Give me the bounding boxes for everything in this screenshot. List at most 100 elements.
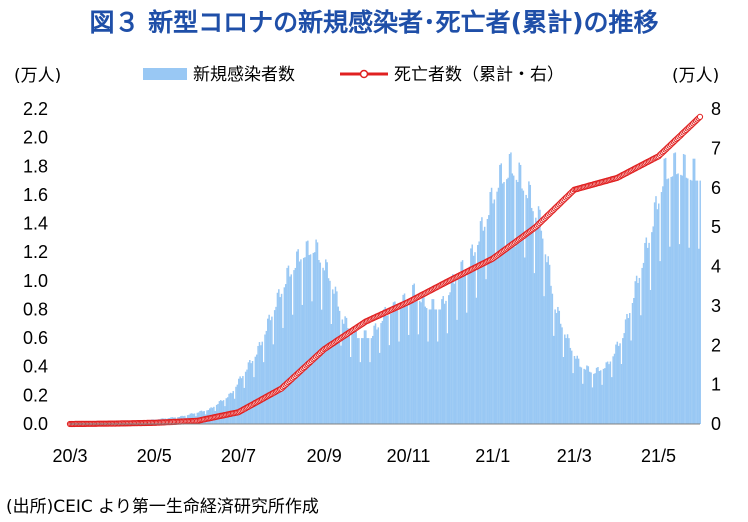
daily-case-bar bbox=[483, 226, 486, 424]
daily-case-bar bbox=[541, 238, 544, 424]
daily-case-bar bbox=[493, 199, 496, 424]
daily-case-bar bbox=[667, 178, 670, 424]
daily-case-bar bbox=[456, 319, 458, 424]
x-tick-label: 20/9 bbox=[307, 446, 342, 466]
daily-case-bar bbox=[365, 330, 367, 424]
daily-case-bar bbox=[378, 352, 381, 424]
daily-case-bar bbox=[453, 283, 456, 424]
daily-case-bar bbox=[254, 356, 257, 424]
daily-case-bar bbox=[635, 275, 638, 424]
daily-case-bar bbox=[689, 179, 692, 424]
daily-case-bar bbox=[489, 192, 491, 424]
daily-case-bar bbox=[659, 261, 661, 424]
left-tick-label: 0.4 bbox=[23, 357, 48, 377]
daily-case-bar bbox=[670, 177, 672, 424]
daily-case-bar bbox=[544, 254, 547, 424]
daily-case-bar bbox=[616, 341, 619, 424]
daily-case-bar bbox=[436, 341, 439, 424]
daily-case-bar bbox=[221, 401, 223, 424]
daily-case-bar bbox=[226, 397, 229, 424]
daily-case-bar bbox=[474, 252, 476, 424]
daily-case-bar bbox=[304, 257, 306, 424]
daily-case-bar bbox=[450, 277, 453, 424]
daily-case-bar bbox=[430, 309, 432, 424]
daily-case-bar bbox=[675, 174, 678, 424]
daily-case-bar bbox=[486, 218, 489, 424]
daily-case-bar bbox=[601, 384, 603, 424]
daily-case-bar bbox=[307, 240, 309, 424]
daily-case-bar bbox=[235, 386, 237, 424]
daily-case-bar bbox=[698, 248, 700, 424]
right-axis-ticks: 0 1 2 3 4 5 6 7 8 bbox=[711, 99, 721, 434]
daily-case-bar bbox=[606, 361, 609, 424]
daily-case-bar bbox=[293, 270, 295, 424]
daily-case-bar bbox=[284, 284, 287, 424]
daily-case-bar bbox=[330, 324, 333, 424]
x-tick-label: 20/7 bbox=[221, 446, 256, 466]
daily-case-bar bbox=[576, 355, 578, 424]
legend-label-bars: 新規感染者数 bbox=[193, 65, 295, 85]
daily-case-bar bbox=[384, 306, 386, 424]
daily-case-bar bbox=[638, 277, 641, 424]
daily-case-bar bbox=[232, 391, 234, 424]
daily-case-bar bbox=[497, 187, 500, 424]
daily-case-bar bbox=[340, 345, 342, 424]
daily-case-bar bbox=[523, 257, 526, 424]
bars-layer bbox=[70, 152, 701, 425]
x-tick-label: 21/3 bbox=[557, 446, 592, 466]
daily-case-bar bbox=[648, 242, 650, 424]
daily-case-bar bbox=[349, 356, 352, 424]
daily-case-bar bbox=[604, 368, 606, 424]
daily-case-bar bbox=[459, 276, 461, 424]
daily-case-bar bbox=[546, 262, 548, 424]
daily-case-bar bbox=[662, 186, 664, 424]
legend: 新規感染者数 死亡者数（累計・右） bbox=[143, 65, 564, 85]
right-tick-label: 2 bbox=[711, 335, 721, 355]
daily-case-bar bbox=[612, 356, 614, 424]
daily-case-bar bbox=[479, 221, 482, 424]
daily-case-bar bbox=[425, 308, 428, 424]
daily-case-bar bbox=[536, 220, 538, 424]
daily-case-bar bbox=[517, 182, 519, 424]
daily-case-bar bbox=[597, 367, 599, 424]
daily-case-bar bbox=[363, 330, 366, 424]
left-tick-label: 1.2 bbox=[23, 242, 48, 262]
daily-case-bar bbox=[692, 158, 695, 425]
daily-case-bar bbox=[443, 303, 446, 424]
daily-case-bar bbox=[528, 181, 530, 424]
daily-case-bar bbox=[470, 248, 472, 424]
daily-case-bar bbox=[521, 188, 523, 424]
daily-case-bar bbox=[432, 299, 435, 424]
daily-case-bar bbox=[250, 363, 252, 424]
daily-case-bar bbox=[244, 371, 247, 424]
right-axis-unit: (万人) bbox=[672, 66, 719, 86]
daily-case-bar bbox=[268, 314, 270, 424]
daily-case-bar bbox=[467, 267, 469, 424]
left-tick-label: 1.8 bbox=[23, 156, 48, 176]
daily-case-bar bbox=[431, 299, 433, 424]
daily-case-bar bbox=[565, 338, 567, 424]
daily-case-bar bbox=[658, 203, 660, 424]
daily-case-bar bbox=[620, 364, 623, 424]
daily-case-bar bbox=[286, 267, 288, 424]
daily-case-bar bbox=[402, 294, 404, 424]
daily-case-bar bbox=[503, 182, 505, 424]
daily-case-bar bbox=[391, 313, 393, 424]
daily-case-bar bbox=[396, 310, 399, 424]
daily-case-bar bbox=[262, 362, 265, 424]
daily-case-bar bbox=[326, 262, 328, 424]
daily-case-bar bbox=[312, 252, 315, 424]
daily-case-bar bbox=[370, 338, 373, 424]
daily-case-bar bbox=[336, 291, 338, 424]
daily-case-bar bbox=[236, 384, 239, 424]
daily-case-bar bbox=[605, 362, 608, 424]
daily-case-bar bbox=[289, 276, 291, 424]
daily-case-bar bbox=[617, 345, 620, 424]
daily-case-bar bbox=[577, 358, 580, 424]
daily-case-bar bbox=[582, 383, 584, 424]
daily-case-bar bbox=[512, 175, 515, 424]
daily-case-bar bbox=[372, 335, 374, 424]
daily-case-bar bbox=[291, 314, 294, 424]
daily-case-bar bbox=[583, 368, 585, 424]
daily-case-bar bbox=[367, 338, 370, 424]
